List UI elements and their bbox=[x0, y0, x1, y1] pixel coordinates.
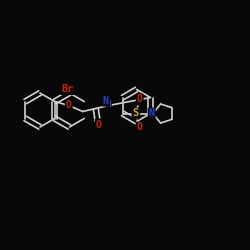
Text: O: O bbox=[66, 100, 72, 110]
Text: N: N bbox=[103, 96, 109, 106]
Text: O: O bbox=[137, 94, 143, 104]
Text: N: N bbox=[149, 108, 155, 118]
Text: O: O bbox=[137, 122, 143, 132]
Text: Br: Br bbox=[61, 84, 74, 94]
Text: S: S bbox=[132, 108, 139, 118]
Text: H: H bbox=[106, 100, 111, 109]
Text: O: O bbox=[96, 120, 102, 130]
